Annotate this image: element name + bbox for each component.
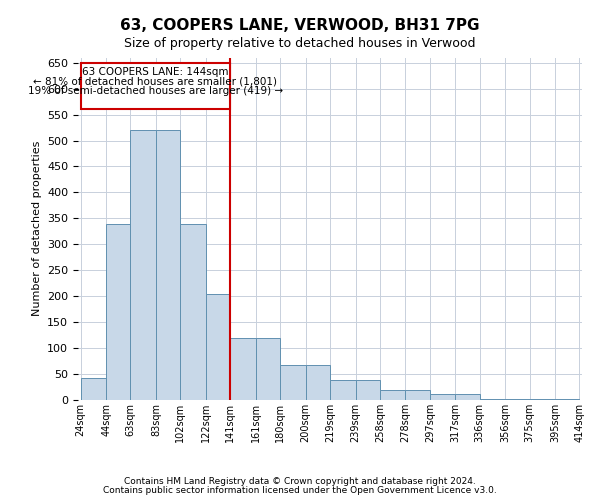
Text: ← 81% of detached houses are smaller (1,801): ← 81% of detached houses are smaller (1,… xyxy=(34,76,277,86)
Bar xyxy=(80,378,106,400)
Bar xyxy=(380,390,406,400)
Bar xyxy=(130,130,156,400)
Bar xyxy=(280,365,305,400)
Text: Contains HM Land Registry data © Crown copyright and database right 2024.: Contains HM Land Registry data © Crown c… xyxy=(124,477,476,486)
FancyBboxPatch shape xyxy=(80,62,230,110)
Bar xyxy=(406,390,430,400)
Text: Contains public sector information licensed under the Open Government Licence v3: Contains public sector information licen… xyxy=(103,486,497,495)
Bar xyxy=(206,294,230,400)
Bar xyxy=(181,224,206,400)
Bar xyxy=(256,338,280,400)
Bar xyxy=(555,399,580,400)
Bar xyxy=(356,380,380,400)
Bar xyxy=(106,224,130,400)
Text: 63, COOPERS LANE, VERWOOD, BH31 7PG: 63, COOPERS LANE, VERWOOD, BH31 7PG xyxy=(120,18,480,32)
Bar xyxy=(505,399,530,400)
Text: 19% of semi-detached houses are larger (419) →: 19% of semi-detached houses are larger (… xyxy=(28,86,283,96)
Bar xyxy=(305,365,330,400)
Bar xyxy=(230,338,256,400)
Bar xyxy=(156,130,181,400)
Bar xyxy=(330,380,356,400)
Bar xyxy=(455,394,479,400)
Bar xyxy=(530,399,555,400)
Text: Size of property relative to detached houses in Verwood: Size of property relative to detached ho… xyxy=(124,38,476,51)
Text: 63 COOPERS LANE: 144sqm: 63 COOPERS LANE: 144sqm xyxy=(82,67,229,77)
Y-axis label: Number of detached properties: Number of detached properties xyxy=(32,141,41,316)
Bar xyxy=(430,394,455,400)
Bar xyxy=(479,399,505,400)
